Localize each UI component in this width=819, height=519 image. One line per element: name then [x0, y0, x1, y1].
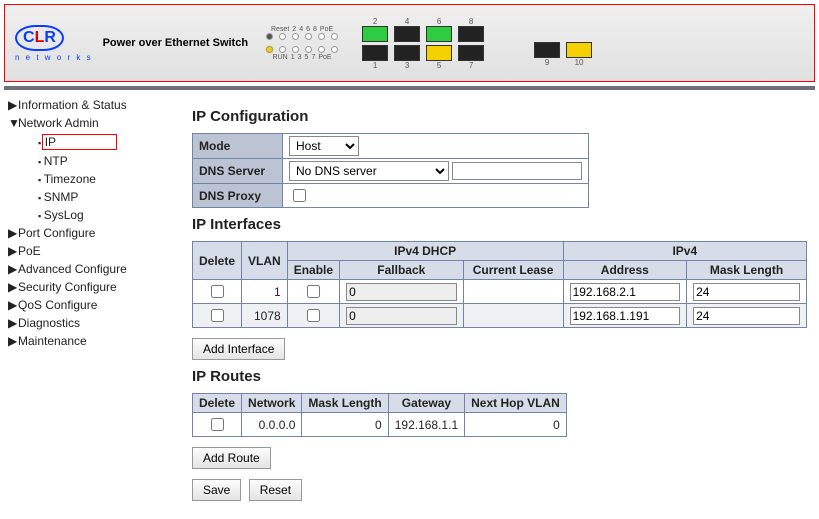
- port: [426, 26, 452, 42]
- if-delete-checkbox[interactable]: [211, 285, 224, 298]
- if-mask-input[interactable]: [693, 307, 800, 325]
- switch-header: CLR n e t w o r k s Power over Ethernet …: [4, 4, 815, 82]
- port: [458, 26, 484, 42]
- sidebar-subitem[interactable]: SNMP: [4, 188, 176, 206]
- route-nhv: 0: [465, 413, 567, 437]
- route-mask: 0: [302, 413, 388, 437]
- sidebar-item[interactable]: ▶PoE: [4, 242, 176, 260]
- port: [362, 45, 388, 61]
- sidebar: ▶Information & Status▼Network AdminIPNTP…: [0, 90, 180, 511]
- port: [362, 26, 388, 42]
- if-lease: [463, 280, 563, 304]
- port: [458, 45, 484, 61]
- sidebar-item[interactable]: ▶Maintenance: [4, 332, 176, 350]
- save-button[interactable]: Save: [192, 479, 241, 501]
- ip-routes-title: IP Routes: [192, 368, 807, 385]
- sidebar-subitem[interactable]: IP: [4, 132, 176, 152]
- sidebar-subitem[interactable]: SysLog: [4, 206, 176, 224]
- sidebar-item[interactable]: ▶Information & Status: [4, 96, 176, 114]
- if-lease: [463, 304, 563, 328]
- interface-row: 1078: [193, 304, 807, 328]
- sidebar-item[interactable]: ▼Network Admin: [4, 114, 176, 132]
- proxy-checkbox[interactable]: [293, 189, 306, 202]
- sidebar-item[interactable]: ▶Port Configure: [4, 224, 176, 242]
- sidebar-item[interactable]: ▶Advanced Configure: [4, 260, 176, 278]
- dns-select[interactable]: No DNS server: [289, 161, 449, 181]
- port: [534, 42, 560, 58]
- if-vlan: 1078: [242, 304, 288, 328]
- add-route-button[interactable]: Add Route: [192, 447, 271, 469]
- logo: CLR n e t w o r k s Power over Ethernet …: [15, 25, 248, 62]
- if-vlan: 1: [242, 280, 288, 304]
- route-row: 0.0.0.00192.168.1.10: [193, 413, 567, 437]
- ip-config-title: IP Configuration: [192, 108, 807, 125]
- reset-button[interactable]: Reset: [249, 479, 302, 501]
- interface-row: 1: [193, 280, 807, 304]
- if-enable-checkbox[interactable]: [307, 309, 320, 322]
- sidebar-subitem[interactable]: Timezone: [4, 170, 176, 188]
- port: [426, 45, 452, 61]
- route-network: 0.0.0.0: [242, 413, 302, 437]
- sidebar-item[interactable]: ▶Diagnostics: [4, 314, 176, 332]
- route-gateway: 192.168.1.1: [388, 413, 464, 437]
- port: [394, 45, 420, 61]
- mode-label: Mode: [193, 134, 283, 159]
- if-enable-checkbox[interactable]: [307, 285, 320, 298]
- port: [566, 42, 592, 58]
- mode-select[interactable]: Host: [289, 136, 359, 156]
- port-block-main: 2468 1357: [362, 17, 484, 70]
- route-delete-checkbox[interactable]: [211, 418, 224, 431]
- sidebar-item[interactable]: ▶QoS Configure: [4, 296, 176, 314]
- ip-interfaces-table: Delete VLAN IPv4 DHCP IPv4 Enable Fallba…: [192, 241, 807, 328]
- tagline: Power over Ethernet Switch: [103, 37, 248, 49]
- if-mask-input[interactable]: [693, 283, 800, 301]
- ip-interfaces-title: IP Interfaces: [192, 216, 807, 233]
- if-fallback-input[interactable]: [346, 307, 457, 325]
- led-panel: Reset 2 4 6 8 PoE RUN 1 3 5 7 PoE: [266, 25, 338, 61]
- proxy-label: DNS Proxy: [193, 184, 283, 208]
- ip-routes-table: Delete Network Mask Length Gateway Next …: [192, 393, 567, 437]
- ip-config-table: Mode Host DNS Server No DNS server DNS P…: [192, 133, 589, 208]
- if-fallback-input[interactable]: [346, 283, 457, 301]
- if-address-input[interactable]: [570, 283, 681, 301]
- if-address-input[interactable]: [570, 307, 681, 325]
- dns-label: DNS Server: [193, 159, 283, 184]
- dns-extra-input[interactable]: [452, 162, 582, 180]
- content: IP Configuration Mode Host DNS Server No…: [180, 90, 819, 511]
- sidebar-subitem[interactable]: NTP: [4, 152, 176, 170]
- port: [394, 26, 420, 42]
- if-delete-checkbox[interactable]: [211, 309, 224, 322]
- port-block-right: 910: [534, 42, 592, 67]
- add-interface-button[interactable]: Add Interface: [192, 338, 285, 360]
- sidebar-item[interactable]: ▶Security Configure: [4, 278, 176, 296]
